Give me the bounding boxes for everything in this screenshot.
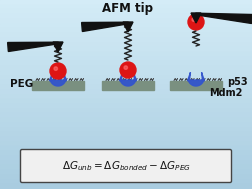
Bar: [0, 113, 252, 118]
Polygon shape: [50, 80, 66, 86]
Bar: [0, 33, 252, 38]
Bar: [0, 151, 252, 156]
Bar: [0, 94, 252, 99]
Text: Mdm2: Mdm2: [209, 88, 242, 98]
Bar: [0, 61, 252, 66]
Bar: [0, 99, 252, 104]
Bar: [0, 76, 252, 80]
Bar: [0, 142, 252, 146]
Bar: [0, 80, 252, 85]
Text: p53: p53: [227, 77, 248, 87]
Bar: [102, 81, 154, 90]
Polygon shape: [123, 22, 133, 32]
Circle shape: [188, 14, 204, 30]
Bar: [0, 9, 252, 14]
FancyBboxPatch shape: [20, 149, 232, 183]
Bar: [0, 0, 252, 5]
Bar: [0, 5, 252, 9]
Polygon shape: [188, 80, 204, 86]
Bar: [0, 137, 252, 142]
Polygon shape: [191, 13, 201, 23]
Circle shape: [54, 67, 57, 70]
Polygon shape: [134, 72, 137, 81]
Bar: [0, 57, 252, 61]
Bar: [0, 71, 252, 76]
Bar: [0, 90, 252, 94]
Bar: [0, 19, 252, 24]
Polygon shape: [8, 42, 58, 51]
Circle shape: [50, 63, 66, 79]
Bar: [0, 109, 252, 113]
Text: AFM tip: AFM tip: [103, 2, 153, 15]
Bar: [0, 180, 252, 184]
Bar: [0, 43, 252, 47]
Polygon shape: [119, 72, 122, 81]
Bar: [0, 47, 252, 52]
Bar: [0, 104, 252, 109]
Bar: [0, 146, 252, 151]
Text: PEG: PEG: [10, 79, 33, 89]
Bar: [0, 132, 252, 137]
Bar: [170, 81, 222, 90]
Polygon shape: [202, 72, 205, 81]
Bar: [0, 85, 252, 90]
Polygon shape: [196, 13, 252, 23]
Bar: [0, 66, 252, 71]
Bar: [0, 28, 252, 33]
Circle shape: [124, 66, 128, 69]
Polygon shape: [64, 72, 67, 81]
Bar: [32, 81, 84, 90]
Bar: [0, 175, 252, 180]
Polygon shape: [120, 80, 136, 86]
Bar: [0, 24, 252, 28]
Bar: [0, 165, 252, 170]
Polygon shape: [49, 72, 52, 81]
Bar: [0, 161, 252, 165]
Bar: [0, 156, 252, 161]
Bar: [0, 170, 252, 175]
Circle shape: [120, 62, 136, 78]
Bar: [0, 52, 252, 57]
Circle shape: [192, 18, 196, 21]
Text: $\Delta G_{unb} = \Delta G_{bonded} - \Delta G_{PEG}$: $\Delta G_{unb} = \Delta G_{bonded} - \D…: [61, 159, 191, 173]
Polygon shape: [82, 22, 128, 32]
Polygon shape: [187, 72, 191, 81]
Bar: [0, 118, 252, 123]
Bar: [0, 38, 252, 43]
Bar: [0, 123, 252, 128]
Bar: [0, 14, 252, 19]
Bar: [0, 128, 252, 132]
Polygon shape: [53, 42, 63, 52]
Bar: [0, 184, 252, 189]
